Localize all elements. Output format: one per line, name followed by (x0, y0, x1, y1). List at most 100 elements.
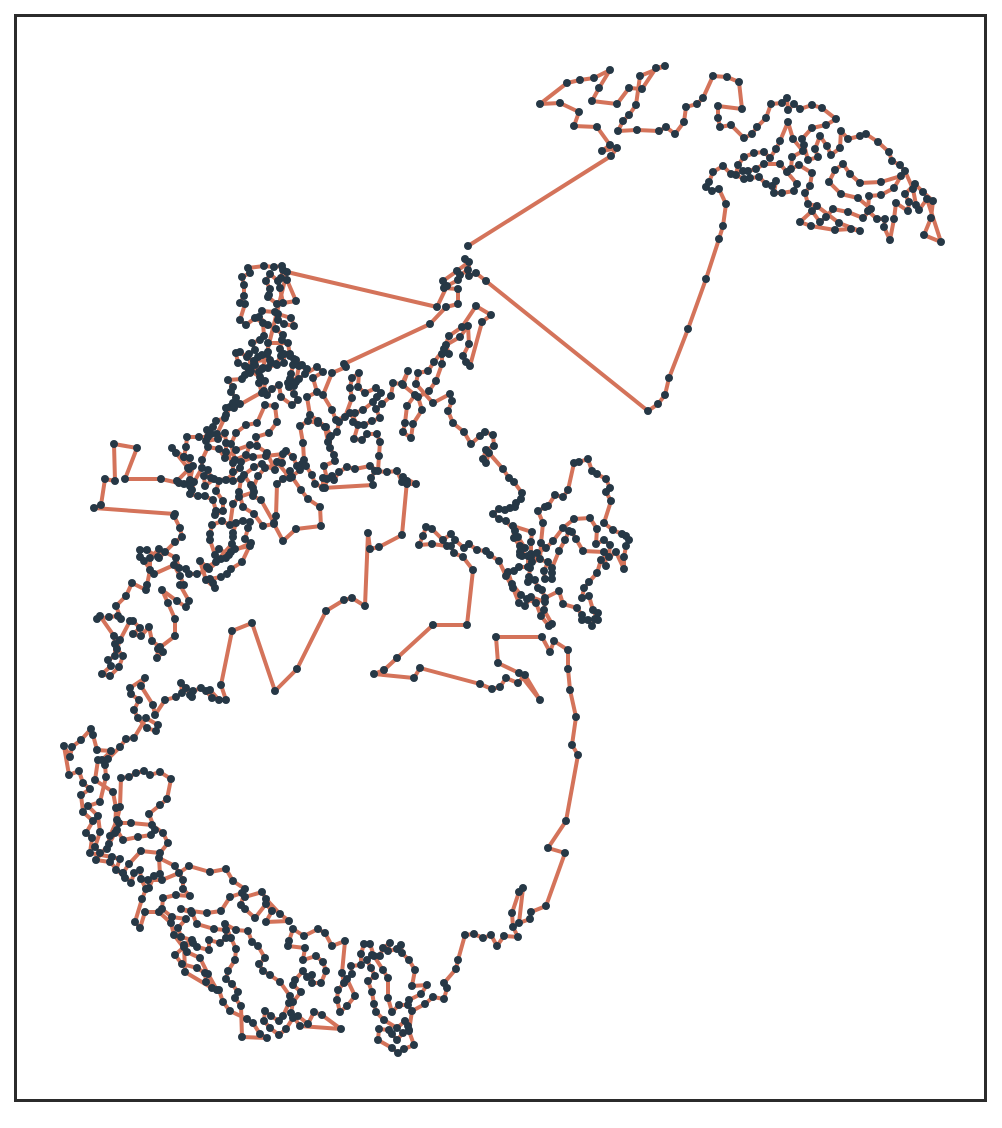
tour-node (215, 445, 223, 453)
tour-node (470, 930, 478, 938)
tour-node (548, 575, 556, 583)
tour-node (702, 275, 710, 283)
tour-node (363, 430, 371, 438)
tour-node (186, 476, 194, 484)
tour-node (360, 940, 368, 948)
tour-node (372, 405, 380, 413)
tour-node (536, 100, 544, 108)
tour-node (772, 177, 780, 185)
tour-node (122, 592, 130, 600)
tour-node (578, 594, 586, 602)
tour-node (602, 562, 610, 570)
tour-node (556, 99, 564, 107)
tour-node (584, 455, 592, 463)
tour-node (369, 398, 377, 406)
tour-node (210, 475, 218, 483)
tour-node (454, 956, 462, 964)
tour-node (176, 524, 184, 532)
tour-node (580, 584, 588, 592)
tour-node (259, 967, 267, 975)
tour-node (143, 546, 151, 554)
tour-node (289, 453, 297, 461)
tour-node (246, 369, 254, 377)
tour-node (208, 521, 216, 529)
tour-node (251, 346, 259, 354)
tour-node (136, 624, 144, 632)
tour-node (104, 755, 112, 763)
tour-node (304, 495, 312, 503)
tour-node (129, 617, 137, 625)
tour-node (204, 970, 212, 978)
tour-node (263, 1034, 271, 1042)
tour-node (226, 1007, 234, 1015)
tour-node (122, 735, 130, 743)
tour-edge (98, 614, 116, 638)
tour-node (251, 914, 259, 922)
tour-node (168, 444, 176, 452)
tour-node (401, 419, 409, 427)
tour-node (112, 866, 120, 874)
tour-node (314, 925, 322, 933)
tour-node (195, 433, 203, 441)
tour-node (490, 442, 498, 450)
tour-node (328, 406, 336, 414)
tour-node (266, 971, 274, 979)
tour-node (373, 430, 381, 438)
tour-node (182, 603, 190, 611)
tour-node (328, 942, 336, 950)
tour-node (566, 686, 574, 694)
tour-node (537, 539, 545, 547)
tour-node (234, 988, 242, 996)
tour-node (448, 397, 456, 405)
tour-node (620, 553, 628, 561)
tour-node (235, 493, 243, 501)
tour-node (393, 654, 401, 662)
tour-node (458, 323, 466, 331)
tour-node (156, 870, 164, 878)
tour-node (538, 586, 546, 594)
tour-node (411, 966, 419, 974)
tour-node (445, 332, 453, 340)
tour-node (186, 482, 194, 490)
tour-nodes (60, 62, 945, 1057)
tour-node (564, 646, 572, 654)
tour-node (905, 198, 913, 206)
tour-node (376, 438, 384, 446)
tour-node (159, 894, 167, 902)
tour-node (278, 336, 286, 344)
tour-node (193, 964, 201, 972)
tour-node (91, 843, 99, 851)
diagram-frame (14, 14, 987, 1102)
tour-node (823, 142, 831, 150)
tour-node (593, 123, 601, 131)
tour-node (167, 919, 175, 927)
tour-node (654, 400, 662, 408)
tour-node (271, 402, 279, 410)
tour-node (254, 472, 262, 480)
tour-node (303, 393, 311, 401)
tour-node (361, 389, 369, 397)
tour-node (401, 1017, 409, 1025)
tour-node (313, 388, 321, 396)
tour-node (783, 168, 791, 176)
tour-node (633, 126, 641, 134)
tour-node (111, 477, 119, 485)
tour-node (286, 467, 294, 475)
tour-node (275, 381, 283, 389)
tour-node (515, 888, 523, 896)
tour-node (613, 144, 621, 152)
tour-node (79, 779, 87, 787)
tour-node (320, 462, 328, 470)
tour-node (294, 396, 302, 404)
tour-node (88, 834, 96, 842)
tour-node (297, 988, 305, 996)
tour-node (182, 915, 190, 923)
tour-node (357, 950, 365, 958)
tour-node (372, 384, 380, 392)
tour-node (271, 687, 279, 695)
tour-node (518, 489, 526, 497)
tour-node (279, 475, 287, 483)
tour-node (287, 314, 295, 322)
tour-node (561, 849, 569, 857)
tour-edge (418, 666, 482, 686)
